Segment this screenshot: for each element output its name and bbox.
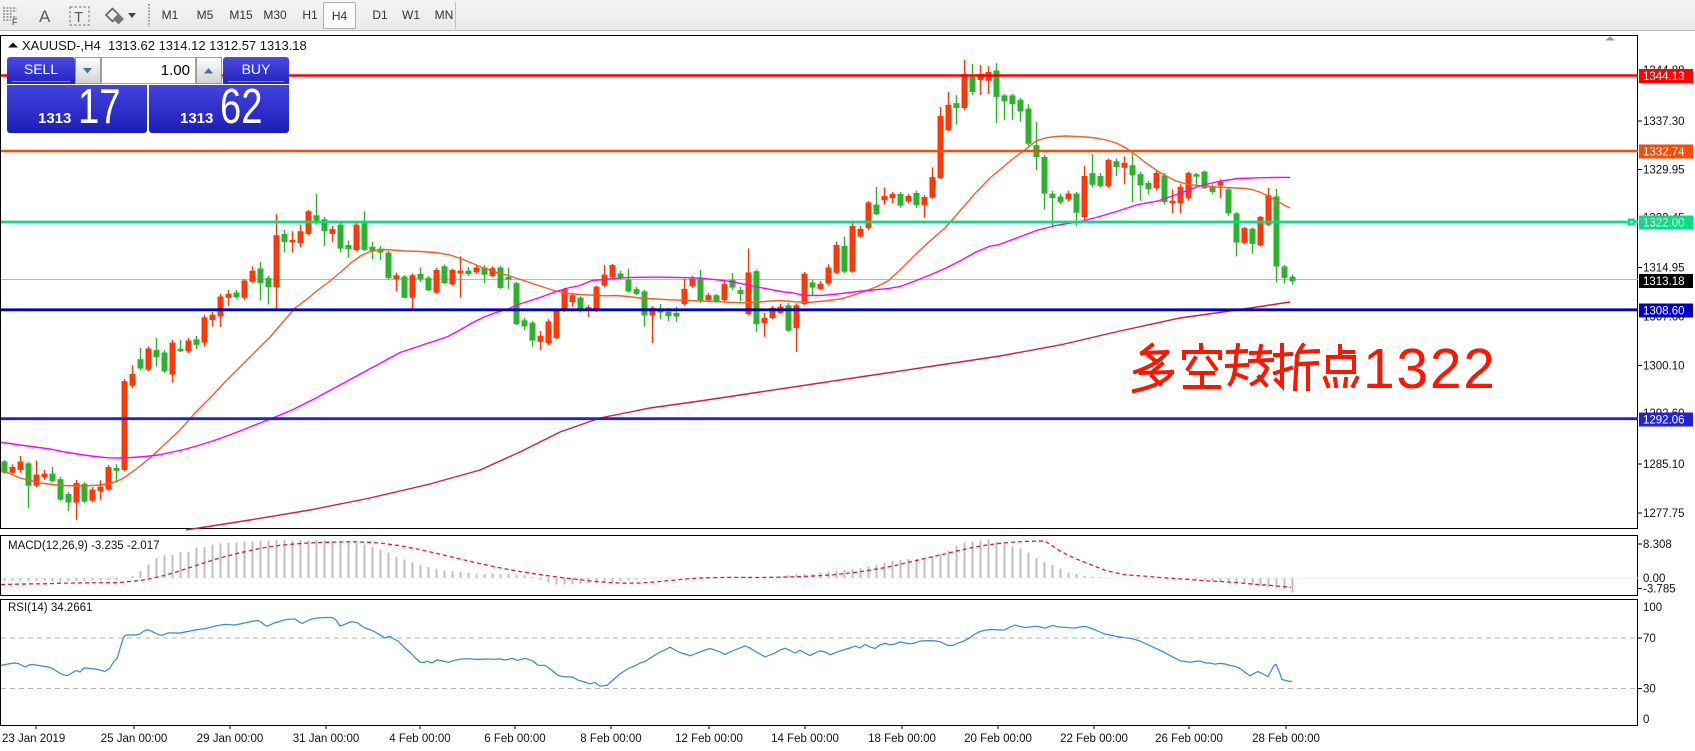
svg-text:1337.30: 1337.30 <box>1643 116 1685 128</box>
svg-text:8.308: 8.308 <box>1643 539 1672 551</box>
svg-text:14 Feb 00:00: 14 Feb 00:00 <box>771 733 839 745</box>
svg-text:1285.10: 1285.10 <box>1643 459 1685 471</box>
svg-text:0.00: 0.00 <box>1643 573 1665 585</box>
svg-text:1322: 1322 <box>1363 337 1495 401</box>
svg-text:25 Jan 00:00: 25 Jan 00:00 <box>101 733 168 745</box>
svg-text:XAUUSD-,H4 1313.62 1314.12 13: XAUUSD-,H4 1313.62 1314.12 1312.57 1313.… <box>22 38 307 53</box>
svg-text:1292.06: 1292.06 <box>1643 415 1685 427</box>
svg-text:29 Jan 00:00: 29 Jan 00:00 <box>197 733 264 745</box>
svg-text:A: A <box>39 7 51 26</box>
svg-text:1314.95: 1314.95 <box>1643 263 1685 275</box>
svg-text:31 Jan 00:00: 31 Jan 00:00 <box>293 733 360 745</box>
svg-text:1300.10: 1300.10 <box>1643 361 1685 373</box>
svg-text:-3.785: -3.785 <box>1643 584 1676 596</box>
svg-text:12 Feb 00:00: 12 Feb 00:00 <box>675 733 743 745</box>
svg-text:1332.74: 1332.74 <box>1643 147 1685 159</box>
svg-text:0: 0 <box>1643 714 1649 726</box>
svg-text:T: T <box>74 9 83 26</box>
svg-text:20 Feb 00:00: 20 Feb 00:00 <box>964 733 1032 745</box>
svg-text:1344.13: 1344.13 <box>1643 71 1685 83</box>
svg-text:1277.75: 1277.75 <box>1643 508 1685 520</box>
svg-text:23 Jan 2019: 23 Jan 2019 <box>2 733 65 745</box>
svg-text:28 Feb 00:00: 28 Feb 00:00 <box>1252 733 1320 745</box>
svg-text:1308.60: 1308.60 <box>1643 306 1685 318</box>
svg-text:22 Feb 00:00: 22 Feb 00:00 <box>1060 733 1128 745</box>
svg-text:RSI(14) 34.2661: RSI(14) 34.2661 <box>8 602 92 614</box>
svg-text:1322.00: 1322.00 <box>1643 218 1685 230</box>
svg-text:1329.95: 1329.95 <box>1643 165 1685 177</box>
svg-text:70: 70 <box>1643 633 1656 645</box>
svg-text:MACD(12,26,9) -3.235 -2.017: MACD(12,26,9) -3.235 -2.017 <box>8 540 160 552</box>
svg-text:8 Feb 00:00: 8 Feb 00:00 <box>580 733 641 745</box>
svg-text:F: F <box>12 17 18 27</box>
svg-text:30: 30 <box>1643 684 1656 696</box>
svg-text:100: 100 <box>1643 602 1662 614</box>
svg-text:6 Feb 00:00: 6 Feb 00:00 <box>484 733 545 745</box>
svg-text:26 Feb 00:00: 26 Feb 00:00 <box>1155 733 1223 745</box>
svg-text:18 Feb 00:00: 18 Feb 00:00 <box>868 733 936 745</box>
svg-text:1313.18: 1313.18 <box>1643 276 1685 288</box>
svg-text:4 Feb 00:00: 4 Feb 00:00 <box>389 733 450 745</box>
